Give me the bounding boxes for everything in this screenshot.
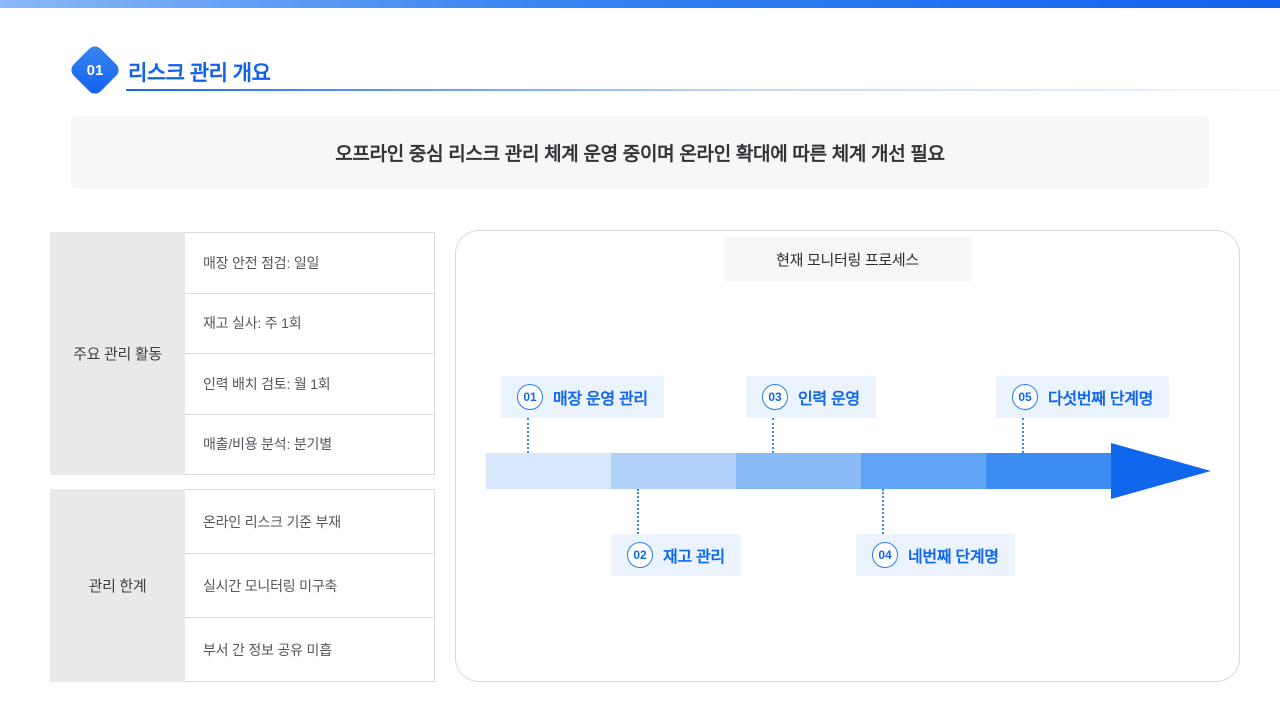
table-management-activities: 주요 관리 활동 매장 안전 점검: 일일 재고 실사: 주 1회 인력 배치 …	[50, 232, 435, 475]
arrow-segment	[486, 453, 611, 489]
table-row: 부서 간 정보 공유 미흡	[185, 618, 435, 682]
process-arrow	[486, 453, 1111, 489]
table-rows: 매장 안전 점검: 일일 재고 실사: 주 1회 인력 배치 검토: 월 1회 …	[185, 232, 435, 475]
step-number-badge: 01	[517, 384, 543, 410]
connector-dotted-line	[772, 418, 774, 453]
section-number-badge: 01	[68, 43, 122, 97]
step-label: 재고 관리	[663, 549, 725, 566]
connector-dotted-line	[882, 489, 884, 534]
step-label: 매장 운영 관리	[553, 391, 648, 408]
top-accent-bar	[0, 0, 1280, 8]
table-row: 매출/비용 분석: 분기별	[185, 414, 435, 475]
table-management-limitations: 관리 한계 온라인 리스크 기준 부재 실시간 모니터링 미구축 부서 간 정보…	[50, 489, 435, 682]
arrow-head	[1111, 443, 1211, 499]
table-header: 주요 관리 활동	[50, 232, 185, 475]
process-step-1: 01 매장 운영 관리	[501, 376, 664, 418]
process-step-3: 03 인력 운영	[746, 376, 876, 418]
process-step-5: 05 다섯번째 단계명	[996, 376, 1170, 418]
connector-dotted-line	[527, 418, 529, 453]
page-title: 리스크 관리 개요	[128, 62, 271, 85]
table-row: 인력 배치 검토: 월 1회	[185, 354, 435, 415]
step-number-badge: 02	[627, 542, 653, 568]
section-number: 01	[86, 61, 104, 79]
title-underline	[126, 89, 1280, 91]
step-number-badge: 03	[762, 384, 788, 410]
process-step-4: 04 네번째 단계명	[856, 534, 1015, 576]
monitoring-process-panel: 현재 모니터링 프로세스 01 매장 운영 관리 02 재고 관리 03 인력 …	[455, 230, 1240, 682]
summary-banner: 오프라인 중심 리스크 관리 체계 운영 중이며 온라인 확대에 따른 체계 개…	[70, 116, 1210, 189]
arrow-segment	[986, 453, 1111, 489]
step-label: 다섯번째 단계명	[1048, 391, 1154, 408]
table-row: 재고 실사: 주 1회	[185, 293, 435, 354]
arrow-segment	[736, 453, 861, 489]
step-number-badge: 04	[872, 542, 898, 568]
table-rows: 온라인 리스크 기준 부재 실시간 모니터링 미구축 부서 간 정보 공유 미흡	[185, 489, 435, 682]
step-label: 네번째 단계명	[908, 549, 999, 566]
arrow-segment	[611, 453, 736, 489]
table-header: 관리 한계	[50, 489, 185, 682]
step-label: 인력 운영	[798, 391, 860, 408]
connector-dotted-line	[1022, 418, 1024, 453]
step-number-badge: 05	[1012, 384, 1038, 410]
table-row: 실시간 모니터링 미구축	[185, 554, 435, 618]
arrow-segment	[861, 453, 986, 489]
table-row: 온라인 리스크 기준 부재	[185, 490, 435, 554]
connector-dotted-line	[637, 489, 639, 534]
table-row: 매장 안전 점검: 일일	[185, 233, 435, 294]
process-step-2: 02 재고 관리	[611, 534, 741, 576]
panel-title: 현재 모니터링 프로세스	[723, 237, 972, 281]
summary-text: 오프라인 중심 리스크 관리 체계 운영 중이며 온라인 확대에 따른 체계 개…	[335, 144, 945, 165]
